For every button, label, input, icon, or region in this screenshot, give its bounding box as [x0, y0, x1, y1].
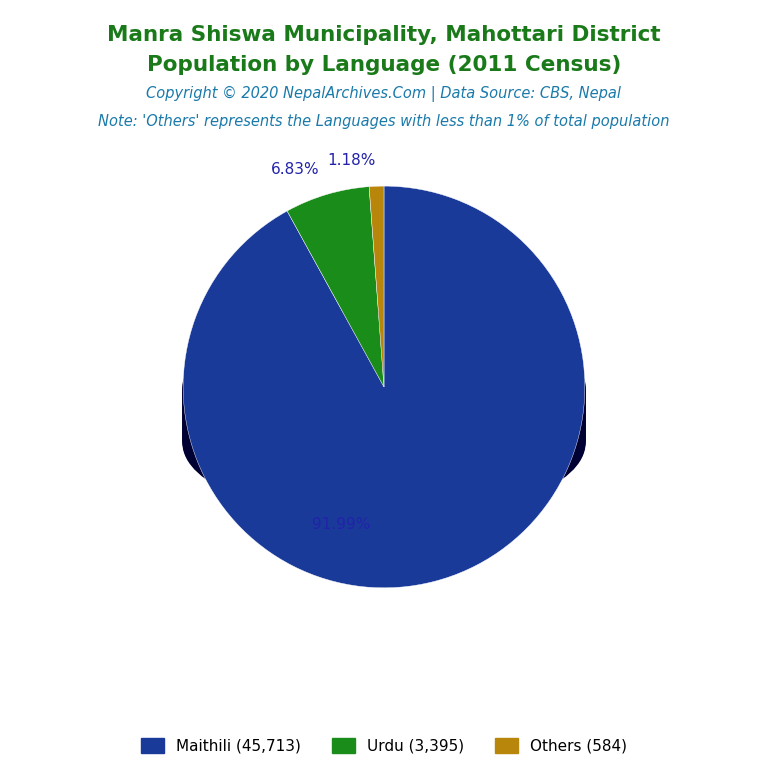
- Wedge shape: [287, 187, 384, 387]
- Ellipse shape: [183, 367, 585, 519]
- Text: 91.99%: 91.99%: [312, 517, 370, 531]
- Ellipse shape: [183, 333, 585, 486]
- Ellipse shape: [183, 360, 585, 512]
- Ellipse shape: [183, 354, 585, 507]
- Wedge shape: [183, 186, 585, 588]
- Ellipse shape: [183, 352, 585, 504]
- Ellipse shape: [183, 335, 585, 487]
- Ellipse shape: [183, 339, 585, 492]
- Text: Population by Language (2011 Census): Population by Language (2011 Census): [147, 55, 621, 75]
- Text: Manra Shiswa Municipality, Mahottari District: Manra Shiswa Municipality, Mahottari Dis…: [108, 25, 660, 45]
- Ellipse shape: [183, 350, 585, 502]
- Text: Copyright © 2020 NepalArchives.Com | Data Source: CBS, Nepal: Copyright © 2020 NepalArchives.Com | Dat…: [147, 86, 621, 101]
- Ellipse shape: [183, 364, 585, 517]
- Ellipse shape: [183, 322, 585, 475]
- Ellipse shape: [183, 357, 585, 510]
- Ellipse shape: [183, 332, 585, 485]
- Ellipse shape: [183, 361, 585, 514]
- Ellipse shape: [183, 353, 585, 505]
- Ellipse shape: [183, 346, 585, 498]
- Ellipse shape: [183, 347, 585, 500]
- Legend: Maithili (45,713), Urdu (3,395), Others (584): Maithili (45,713), Urdu (3,395), Others …: [135, 732, 633, 760]
- Ellipse shape: [183, 316, 585, 469]
- Ellipse shape: [183, 336, 585, 488]
- Ellipse shape: [183, 340, 585, 493]
- Ellipse shape: [183, 359, 585, 511]
- Ellipse shape: [183, 315, 585, 468]
- Text: 1.18%: 1.18%: [327, 153, 376, 167]
- Ellipse shape: [183, 313, 585, 466]
- Ellipse shape: [183, 329, 585, 482]
- Ellipse shape: [183, 319, 585, 472]
- Ellipse shape: [183, 356, 585, 508]
- Ellipse shape: [183, 310, 585, 463]
- Ellipse shape: [183, 323, 585, 476]
- Ellipse shape: [183, 330, 585, 483]
- Ellipse shape: [183, 327, 585, 480]
- Text: Note: 'Others' represents the Languages with less than 1% of total population: Note: 'Others' represents the Languages …: [98, 114, 670, 129]
- Text: 6.83%: 6.83%: [271, 162, 319, 177]
- Ellipse shape: [183, 343, 585, 495]
- Ellipse shape: [183, 326, 585, 478]
- Ellipse shape: [183, 366, 585, 518]
- Ellipse shape: [183, 312, 585, 465]
- Ellipse shape: [183, 337, 585, 490]
- Ellipse shape: [183, 325, 585, 478]
- Ellipse shape: [183, 320, 585, 473]
- Ellipse shape: [183, 349, 585, 502]
- Ellipse shape: [183, 342, 585, 495]
- Ellipse shape: [183, 362, 585, 515]
- Ellipse shape: [183, 344, 585, 497]
- Ellipse shape: [183, 318, 585, 470]
- Wedge shape: [369, 186, 384, 387]
